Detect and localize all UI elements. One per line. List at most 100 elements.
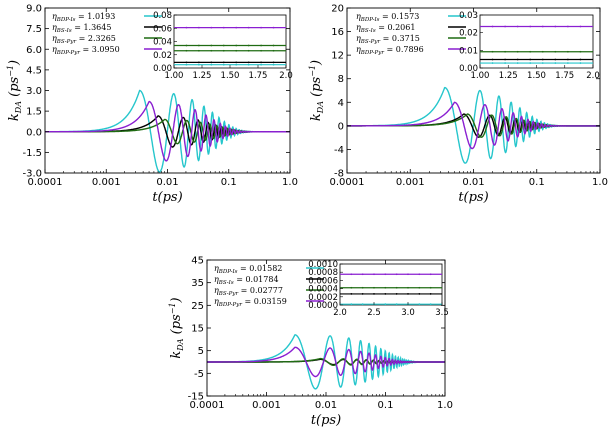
inset-y-tick-label: 0.01 [459, 46, 478, 56]
inset-y-tick-label: 0.0004 [308, 285, 338, 295]
legend-entry-3: ηBS-Pyr = 0.3715 [356, 34, 420, 45]
y-tick-label: 7.5 [26, 24, 42, 35]
inset-point [373, 286, 375, 289]
legend-entry-2: ηBS-Is = 0.2061 [356, 23, 415, 34]
legend-entry-4: ηBDP-Pyr = 0.7896 [356, 45, 424, 56]
y-tick-label: -15 [188, 392, 204, 403]
inset-point [418, 273, 421, 276]
inset-point [384, 273, 387, 276]
inset-point [407, 293, 409, 295]
inset-point [516, 62, 519, 64]
y-tick-label: 5 [198, 346, 204, 357]
x-tick-label: 0.001 [396, 177, 425, 188]
inset-x-tick-label: 1.50 [221, 71, 240, 81]
y-tick-label: 20 [331, 4, 344, 15]
inset-point [350, 273, 353, 276]
inset-point [554, 50, 557, 53]
y-tick-label: 0.0 [26, 127, 42, 138]
inset-point [579, 58, 582, 61]
y-tick-label: 16 [331, 27, 344, 38]
y-axis-label: kDA (ps−1) [6, 60, 23, 121]
x-tick-label: 0.01 [315, 400, 337, 411]
y-tick-label: 35 [191, 278, 204, 289]
inset-point [541, 25, 544, 28]
y-tick-label: 45 [191, 256, 204, 267]
y-tick-label: 1.5 [26, 107, 42, 118]
inset-point [235, 49, 238, 52]
inset-point [504, 58, 507, 61]
panel-top-left: 0.0001 0.001 0.01 0.1 1.09.07.56.04.53.01.50… [6, 4, 298, 206]
legend-entry-4: ηBDP-Pyr = 3.0950 [52, 45, 120, 56]
inset-point [197, 26, 200, 29]
inset-point [429, 303, 432, 306]
inset-point [350, 303, 353, 306]
y-tick-label: -4 [334, 145, 344, 156]
inset-point [235, 63, 238, 66]
y-tick-label: 4.5 [26, 65, 42, 76]
y-axis-label: kDA (ps−1) [168, 297, 185, 358]
x-tick-label: 0.1 [378, 400, 394, 411]
x-tick-label: 0.0001 [190, 400, 225, 411]
y-tick-label: -3.0 [22, 169, 42, 180]
y-tick-label: 3.0 [26, 86, 42, 97]
inset-point [554, 58, 557, 61]
legend-entry-1: ηBDP-Is = 0.01582 [214, 264, 282, 275]
inset-point [361, 273, 364, 276]
inset-point [541, 58, 544, 61]
inset-point [566, 25, 569, 28]
inset-y-tick-label: 0.08 [153, 11, 172, 21]
inset-point [418, 286, 421, 289]
inset-point [579, 62, 582, 64]
inset-point [491, 50, 494, 53]
inset-point [260, 26, 263, 29]
inset-point [272, 44, 275, 47]
inset-point [579, 50, 582, 53]
inset-point [418, 303, 421, 306]
inset-point [529, 62, 532, 64]
inset-x-tick-label: 1.00 [165, 71, 184, 81]
inset-frame [173, 14, 287, 69]
inset-point [529, 50, 532, 53]
inset-x-tick-label: 1.00 [471, 71, 490, 81]
inset-point [197, 49, 200, 52]
inset-x-tick-label: 3.5 [435, 308, 449, 318]
inset-x-tick-label: 2.0 [586, 71, 600, 81]
inset-point [529, 25, 532, 28]
inset-point [579, 25, 582, 28]
inset-point [491, 58, 494, 61]
inset-point [222, 63, 225, 66]
inset-x-tick-label: 3.0 [401, 308, 415, 318]
panel-bottom: 0.0001 0.001 0.01 0.1 1.0 45 35 25 15 5 -5 -15 t(ps)… [168, 256, 453, 429]
y-tick-label: -8 [334, 169, 344, 180]
inset-point [185, 63, 188, 66]
inset-point [235, 61, 238, 64]
inset-point [554, 62, 557, 64]
inset-frame [339, 263, 443, 306]
inset-point [541, 50, 544, 53]
inset-point [272, 26, 275, 29]
x-tick-label: 1.0 [437, 400, 453, 411]
inset-point [272, 63, 275, 66]
inset-y-tick-label: 0.0000 [308, 301, 338, 311]
inset-point [272, 61, 275, 64]
inset-point [384, 303, 387, 306]
series-group [45, 89, 290, 173]
inset-y-tick-label: 0.03 [459, 11, 478, 21]
inset-point [429, 293, 432, 295]
inset-point [407, 273, 409, 276]
inset-point [247, 61, 250, 64]
x-axis-label: t(ps) [458, 190, 488, 205]
inset-point [197, 44, 200, 47]
inset-x-tick-label: 2.0 [333, 308, 347, 318]
x-tick-label: 0.1 [529, 177, 545, 188]
inset-point [260, 61, 263, 64]
legend-entry-1: ηBDP-Is = 1.0193 [52, 12, 115, 23]
inset-point [566, 50, 569, 53]
inset-point [566, 62, 569, 64]
x-tick-label: 1.0 [282, 177, 298, 188]
y-tick-label: 6.0 [26, 45, 42, 56]
inset-point [185, 26, 188, 29]
inset-point [395, 303, 398, 306]
inset-y-tick-label: 0.0010 [308, 260, 338, 270]
